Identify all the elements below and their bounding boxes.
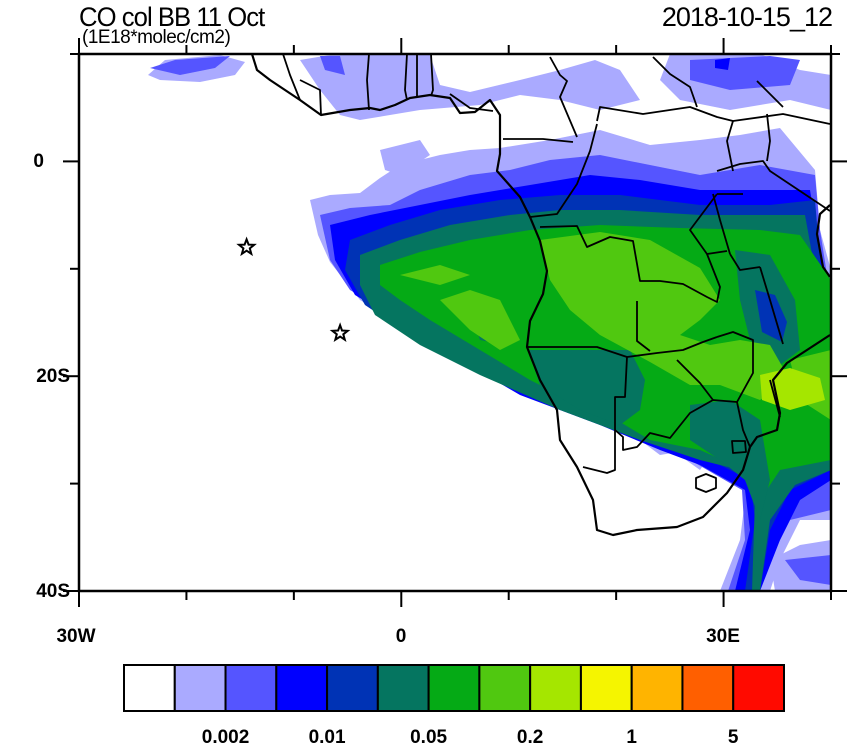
axis-ticks [63,38,847,607]
colorbar-label: 0.2 [516,727,544,748]
units-label: (1E18*molec/cm2) [82,27,231,48]
colorbar-swatch [681,664,735,712]
timestamp-label: 2018-10-15_12 [661,2,833,32]
station-markers [236,236,351,343]
y-tick-label: 0 [33,151,44,172]
star-marker-icon [329,322,351,343]
colorbar-label: 0.01 [308,727,346,748]
colorbar-swatch [529,664,582,712]
colorbar-label: 5 [727,727,739,748]
colorbar-label: 0.002 [201,727,250,748]
colorbar-swatch [173,664,227,712]
x-tick-label: 30W [56,626,96,647]
colorbar-swatch [732,664,786,712]
star-marker-icon [236,236,257,257]
colorbar-swatch [275,664,329,712]
colorbar-swatch [224,664,278,712]
colorbar [123,664,786,712]
colorbar-label: 1 [626,727,637,748]
colorbar-swatch [579,664,633,712]
x-tick-label: 0 [395,626,407,647]
map-frame [77,52,833,593]
colorbar-swatch [326,664,379,712]
colorbar-swatch [123,664,176,712]
colorbar-swatch [478,664,532,712]
colorbar-swatch [376,664,430,712]
colorbar-swatch [427,664,481,712]
y-tick-label: 40S [36,581,70,602]
country-borders [282,54,831,493]
co-column-field [148,54,831,591]
colorbar-label: 0.05 [410,727,448,748]
plot-title: CO col BB 11 Oct [79,2,265,32]
colorbar-swatch [630,664,684,712]
coastline [250,54,831,537]
y-tick-label: 20S [36,366,70,387]
x-tick-label: 30E [706,626,740,647]
